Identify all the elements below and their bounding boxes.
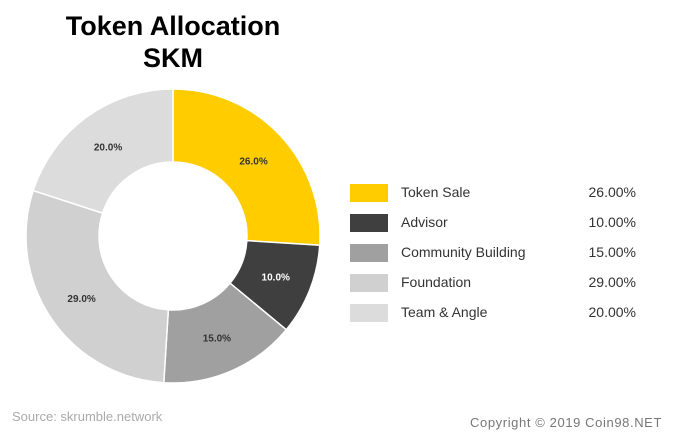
legend-label: Foundation	[401, 274, 472, 290]
slice-label: 20.0%	[94, 143, 122, 154]
legend-swatch	[350, 274, 388, 292]
legend-value: 20.00%	[588, 304, 636, 320]
legend-label: Advisor	[401, 214, 448, 230]
legend-swatch	[350, 214, 388, 232]
legend-item: Foundation 29.00%	[350, 268, 650, 298]
legend-swatch	[350, 244, 388, 262]
legend-label: Team & Angle	[401, 304, 488, 320]
legend-swatch	[350, 304, 388, 322]
legend-value: 15.00%	[588, 244, 636, 260]
donut-slice	[172, 88, 321, 247]
chart-title-line-2: SKM	[143, 43, 203, 73]
legend-value: 29.00%	[588, 274, 636, 290]
slice-label: 26.0%	[239, 156, 267, 167]
donut-slice	[32, 88, 174, 215]
legend-swatch	[350, 184, 388, 202]
slice-label: 10.0%	[262, 273, 290, 284]
donut-chart: 26.0% 10.0% 15.0% 29.0% 20.0%	[25, 88, 321, 384]
slice-label: 29.0%	[67, 294, 95, 305]
legend-value: 10.00%	[588, 214, 636, 230]
chart-title-line-1: Token Allocation	[65, 11, 281, 41]
donut-slice	[25, 189, 170, 384]
legend-value: 26.00%	[588, 184, 636, 200]
legend: Token Sale 26.00% Advisor 10.00% Communi…	[350, 178, 650, 328]
legend-label: Token Sale	[401, 184, 471, 200]
chart-title: Token Allocation SKM	[28, 10, 318, 74]
legend-item: Advisor 10.00%	[350, 208, 650, 238]
copyright-note: Copyright © 2019 Coin98.NET	[470, 415, 662, 430]
legend-label: Community Building	[401, 244, 526, 260]
slice-label: 15.0%	[203, 333, 231, 344]
source-note: Source: skrumble.network	[12, 409, 163, 424]
legend-item: Team & Angle 20.00%	[350, 298, 650, 328]
legend-item: Token Sale 26.00%	[350, 178, 650, 208]
legend-item: Community Building 15.00%	[350, 238, 650, 268]
